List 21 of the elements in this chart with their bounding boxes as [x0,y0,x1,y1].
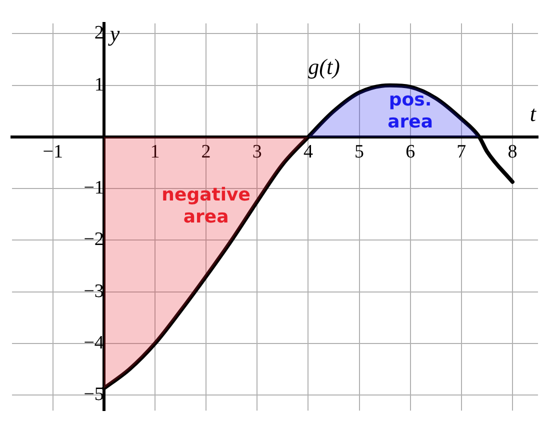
y-tick-label: −2 [84,229,104,250]
y-axis-title: y [108,21,120,46]
y-tick-label: 1 [94,74,104,96]
x-tick-label: 8 [508,141,518,162]
x-tick-label: 3 [252,141,262,162]
x-tick-label: −1 [42,141,63,162]
x-tick-label: 6 [406,141,416,162]
y-tick-label: −3 [84,280,104,302]
series-label: g(t) [308,54,340,80]
x-tick-label: 1 [150,141,160,162]
y-tick-label: −4 [84,332,104,354]
annotation: negative area [162,184,250,228]
x-tick-label: 5 [354,141,364,162]
y-tick-label: −5 [84,384,104,406]
y-tick-label: −1 [84,178,104,199]
x-tick-label: 4 [303,141,314,162]
x-tick-label: 2 [201,141,211,162]
annotation: pos. area [388,90,434,133]
x-axis-title: t [530,100,537,126]
x-tick-label: 7 [456,141,466,162]
y-tick-label: 2 [94,22,104,44]
